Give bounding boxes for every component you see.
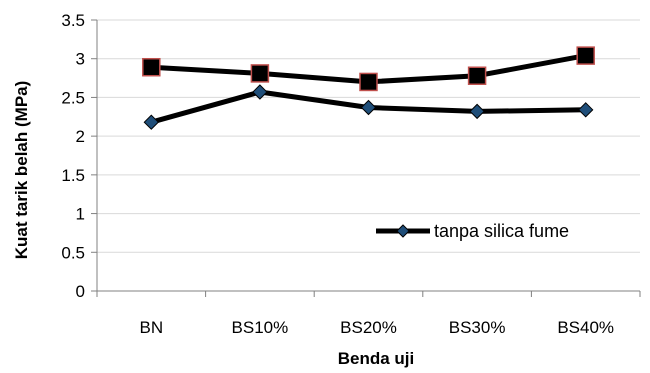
legend-diamond-marker bbox=[396, 224, 410, 238]
series-1-point-3 bbox=[467, 66, 487, 85]
y-tick-label-4: 2 bbox=[76, 127, 85, 146]
x-tick-label-0: BN bbox=[139, 318, 163, 337]
series-1-point-1 bbox=[250, 64, 270, 83]
series-0-point-2 bbox=[360, 99, 377, 116]
legend-label-tanpa-silica-fume: tanpa silica fume bbox=[434, 221, 569, 241]
x-axis-title: Benda uji bbox=[338, 349, 415, 368]
legend: tanpa silica fume bbox=[376, 221, 569, 241]
x-tick-label-2: BS20% bbox=[340, 318, 397, 337]
series-0-point-3 bbox=[469, 103, 485, 120]
series-layer bbox=[142, 46, 595, 130]
x-tick-label-4: BS40% bbox=[557, 318, 614, 337]
y-axis-title: Kuat tarik belah (MPa) bbox=[12, 81, 31, 260]
series-0-point-0 bbox=[143, 114, 160, 130]
y-tick-label-6: 3 bbox=[76, 50, 85, 69]
x-tick-labels: BN BS10% BS20% BS30% BS40% bbox=[139, 318, 614, 337]
series-1-point-0 bbox=[142, 57, 161, 77]
axes bbox=[96, 20, 641, 297]
series-0-point-4 bbox=[577, 102, 594, 118]
series-1-point-4 bbox=[576, 46, 595, 65]
y-tick-label-0: 0 bbox=[76, 282, 85, 301]
series-0-point-1 bbox=[252, 84, 268, 100]
series-1-point-2 bbox=[359, 72, 378, 92]
y-tick-label-2: 1 bbox=[76, 205, 85, 224]
y-tick-label-7: 3.5 bbox=[61, 11, 85, 30]
y-tick-labels: 0 0.5 1 1.5 2 2.5 3 3.5 bbox=[61, 11, 85, 301]
y-tick-label-3: 1.5 bbox=[61, 166, 85, 185]
y-tick-label-1: 0.5 bbox=[61, 243, 85, 262]
x-tick-label-3: BS30% bbox=[449, 318, 506, 337]
x-tick-label-1: BS10% bbox=[232, 318, 289, 337]
y-tick-label-5: 2.5 bbox=[61, 88, 85, 107]
gridlines bbox=[91, 19, 640, 292]
